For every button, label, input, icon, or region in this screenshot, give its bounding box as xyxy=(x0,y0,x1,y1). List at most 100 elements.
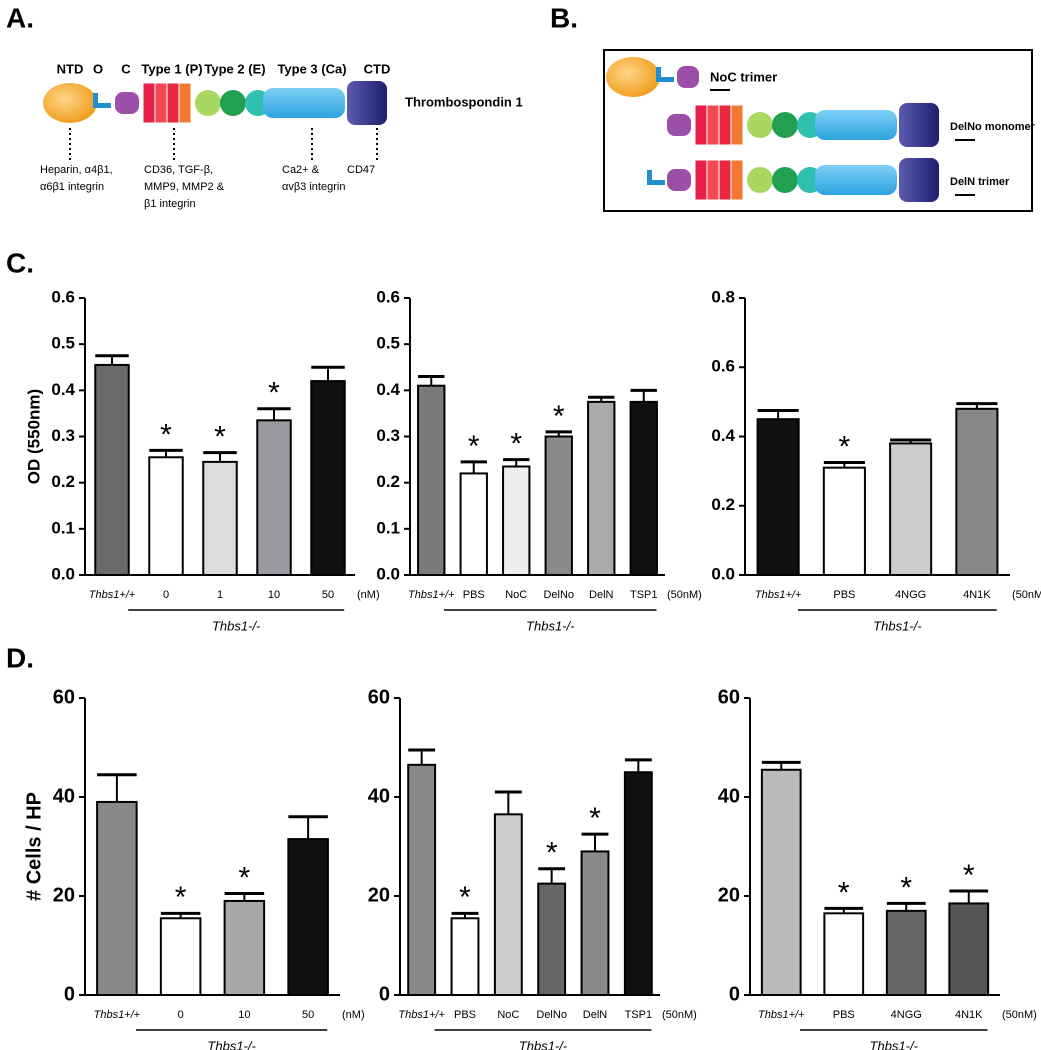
ctd-domain xyxy=(347,81,387,125)
x-tick-label: DelNo xyxy=(543,589,574,601)
protein-name: Thrombospondin 1 xyxy=(405,94,523,109)
type3-domain xyxy=(263,88,345,118)
significance-star: * xyxy=(268,377,280,410)
type3-domain xyxy=(815,110,897,140)
c-domain xyxy=(667,114,691,136)
x-tick-label: Thbs1+/+ xyxy=(89,589,136,601)
ntd-domain xyxy=(43,83,97,123)
o-domain xyxy=(647,170,652,184)
y-tick-label: 0.6 xyxy=(711,357,735,376)
bar xyxy=(96,800,138,997)
construct-label: DelNo monomer xyxy=(950,121,1036,133)
type1-domain xyxy=(178,82,192,124)
domain-label: Type 2 (E) xyxy=(204,61,265,76)
bar xyxy=(450,917,480,997)
significance-star: * xyxy=(468,430,480,463)
y-tick-label: 20 xyxy=(53,884,75,906)
unit-label: (nM) xyxy=(357,589,380,601)
bar xyxy=(537,882,567,996)
construct-label: NoC trimer xyxy=(710,69,777,84)
y-tick-label: 0.8 xyxy=(711,287,735,306)
significance-star: * xyxy=(838,876,850,909)
o-domain xyxy=(647,180,665,185)
type2-domain xyxy=(747,112,773,138)
bar xyxy=(159,917,202,997)
type3-domain xyxy=(815,165,897,195)
bar xyxy=(256,419,292,577)
group-label: Thbs1-/- xyxy=(873,618,922,633)
y-tick-label: 40 xyxy=(368,785,390,807)
x-tick-label: DelNo xyxy=(536,1009,567,1021)
bar xyxy=(822,466,866,577)
type1-domain xyxy=(730,159,744,201)
y-tick-label: 40 xyxy=(718,785,740,807)
o-domain xyxy=(656,77,674,82)
o-domain xyxy=(93,103,111,108)
panel-label: C. xyxy=(6,247,34,278)
bar xyxy=(148,456,184,576)
y-tick-label: 0.5 xyxy=(51,334,75,353)
bar xyxy=(629,400,658,576)
domain-label: CTD xyxy=(364,61,391,76)
x-tick-label: DelN xyxy=(589,589,614,601)
y-tick-label: 0 xyxy=(729,983,740,1005)
significance-star: * xyxy=(839,430,851,463)
type2-domain xyxy=(195,90,221,116)
x-tick-label: TSP1 xyxy=(625,1009,653,1021)
type1-domain xyxy=(166,82,180,124)
ntd-domain xyxy=(606,57,660,97)
binding-note: CD36, TGF-β, xyxy=(144,164,213,176)
x-tick-label: 4NGG xyxy=(895,589,926,601)
type1-domain xyxy=(718,159,732,201)
bar xyxy=(756,418,800,576)
bar xyxy=(287,838,329,997)
type1-domain xyxy=(154,82,168,124)
bar xyxy=(493,813,523,997)
ctd-domain xyxy=(899,103,939,147)
x-tick-label: NoC xyxy=(505,589,527,601)
significance-star: * xyxy=(589,802,601,835)
binding-note: α6β1 integrin xyxy=(40,181,104,193)
bar xyxy=(417,384,446,577)
x-tick-label: 50 xyxy=(322,589,334,601)
bar xyxy=(623,771,653,996)
significance-star: * xyxy=(214,421,226,454)
type2-domain xyxy=(220,90,246,116)
binding-note: MMP9, MMP2 & xyxy=(144,181,225,193)
group-label: Thbs1-/- xyxy=(526,618,575,633)
x-tick-label: PBS xyxy=(463,589,485,601)
domain-label: Type 3 (Ca) xyxy=(277,61,346,76)
bar xyxy=(587,400,616,576)
c-domain xyxy=(667,169,691,191)
c-domain xyxy=(115,92,139,114)
y-tick-label: 0.2 xyxy=(51,472,75,491)
bar xyxy=(948,902,990,996)
type1-domain xyxy=(142,82,156,124)
y-tick-label: 0.1 xyxy=(51,518,75,537)
y-tick-label: 60 xyxy=(368,686,390,708)
y-axis-label: # Cells / HP xyxy=(23,792,45,901)
bar xyxy=(223,899,266,997)
c-domain xyxy=(677,66,699,88)
x-tick-label: Thbs1+/+ xyxy=(755,589,802,601)
unit-label: (50nM) xyxy=(667,589,702,601)
type1-domain xyxy=(694,104,708,146)
y-tick-label: 20 xyxy=(718,884,740,906)
unit-label: (50nM) xyxy=(1002,1009,1037,1021)
group-label: Thbs1-/- xyxy=(212,618,261,633)
o-domain xyxy=(656,67,661,81)
significance-star: * xyxy=(963,859,975,892)
panel-label: A. xyxy=(6,2,34,33)
x-tick-label: 0 xyxy=(178,1009,184,1021)
x-tick-label: NoC xyxy=(497,1009,519,1021)
o-domain xyxy=(93,93,98,107)
bar xyxy=(544,435,573,576)
bar xyxy=(760,768,802,997)
x-tick-label: Thbs1+/+ xyxy=(398,1009,445,1021)
x-tick-label: 50 xyxy=(302,1009,314,1021)
domain-label: NTD xyxy=(57,61,84,76)
domain-label: C xyxy=(121,61,131,76)
unit-label: (50nM) xyxy=(662,1009,697,1021)
y-tick-label: 0.4 xyxy=(376,380,400,399)
type1-domain xyxy=(706,159,720,201)
